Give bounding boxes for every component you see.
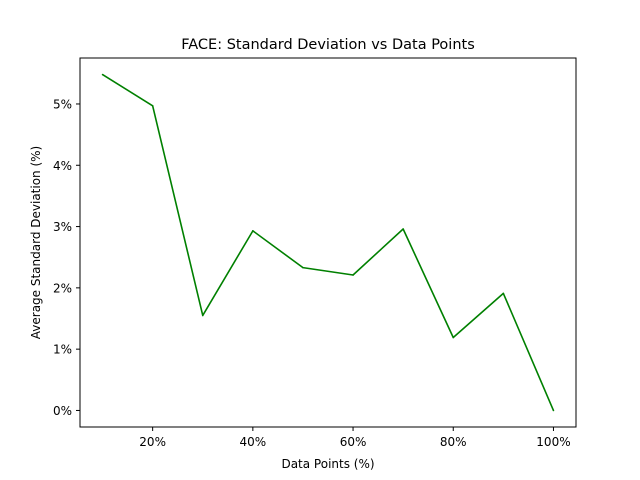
x-tick-label: 60% bbox=[340, 435, 367, 449]
data-point bbox=[201, 314, 204, 317]
data-point bbox=[101, 73, 104, 76]
x-tick-label: 100% bbox=[536, 435, 570, 449]
y-tick-label: 4% bbox=[53, 159, 72, 173]
data-point bbox=[502, 292, 505, 295]
data-point bbox=[552, 409, 555, 412]
x-tick-label: 40% bbox=[240, 435, 267, 449]
data-point bbox=[151, 105, 154, 107]
data-point bbox=[452, 336, 455, 339]
data-point bbox=[252, 230, 254, 232]
y-axis-ticks: 0% 1% 2% 3% 4% 5% bbox=[53, 97, 80, 418]
chart-title: FACE: Standard Deviation vs Data Points bbox=[181, 37, 475, 53]
y-tick-label: 2% bbox=[53, 281, 72, 295]
x-tick-label: 80% bbox=[440, 435, 467, 449]
data-point bbox=[402, 228, 404, 230]
data-point bbox=[352, 274, 354, 276]
x-tick-label: 20% bbox=[139, 435, 166, 449]
y-axis-label: Average Standard Deviation (%) bbox=[29, 146, 43, 339]
y-tick-label: 1% bbox=[53, 343, 72, 357]
y-tick-label: 5% bbox=[53, 97, 72, 111]
y-tick-label: 0% bbox=[53, 404, 72, 418]
x-axis-ticks: 20% 40% 60% 80% 100% bbox=[139, 427, 571, 449]
data-point bbox=[302, 266, 304, 269]
series-layer bbox=[101, 73, 555, 412]
series-line bbox=[102, 73, 555, 411]
plot-area-frame bbox=[79, 57, 577, 428]
x-axis-label: Data Points (%) bbox=[281, 457, 374, 471]
y-tick-label: 3% bbox=[53, 220, 72, 234]
